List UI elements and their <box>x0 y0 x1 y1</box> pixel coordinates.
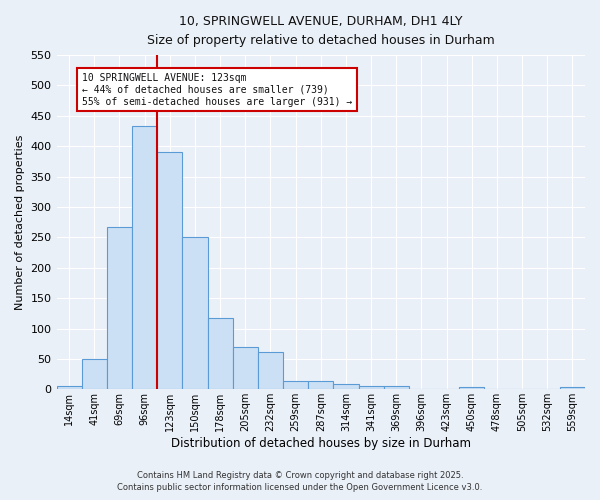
Y-axis label: Number of detached properties: Number of detached properties <box>15 134 25 310</box>
Text: Contains HM Land Registry data © Crown copyright and database right 2025.
Contai: Contains HM Land Registry data © Crown c… <box>118 471 482 492</box>
Bar <box>82 359 107 390</box>
Bar <box>359 386 383 390</box>
Bar <box>383 386 409 390</box>
Title: 10, SPRINGWELL AVENUE, DURHAM, DH1 4LY
Size of property relative to detached hou: 10, SPRINGWELL AVENUE, DURHAM, DH1 4LY S… <box>147 15 494 47</box>
Bar <box>459 387 484 390</box>
Bar <box>56 386 82 390</box>
Bar <box>107 227 132 390</box>
Bar <box>182 238 208 390</box>
Text: 10 SPRINGWELL AVENUE: 123sqm
← 44% of detached houses are smaller (739)
55% of s: 10 SPRINGWELL AVENUE: 123sqm ← 44% of de… <box>82 74 352 106</box>
Bar <box>208 318 233 390</box>
Bar <box>233 347 258 390</box>
Bar <box>258 352 283 390</box>
Bar <box>157 152 182 390</box>
Bar <box>132 126 157 390</box>
X-axis label: Distribution of detached houses by size in Durham: Distribution of detached houses by size … <box>171 437 471 450</box>
Bar <box>560 387 585 390</box>
Bar <box>308 381 334 390</box>
Bar <box>334 384 359 390</box>
Bar <box>283 381 308 390</box>
